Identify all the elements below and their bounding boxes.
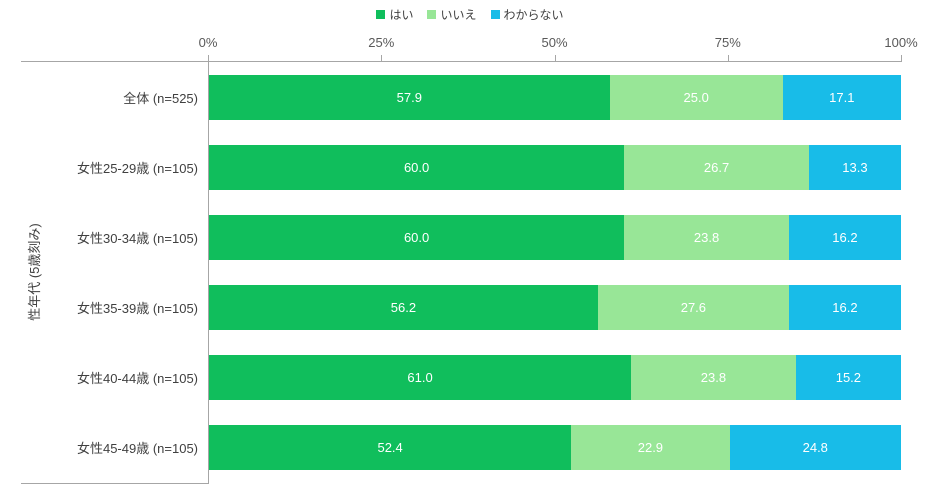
bar-value-label: 60.0 <box>403 159 430 175</box>
bar-value-label: 27.6 <box>680 300 707 316</box>
bar-value-label: 56.2 <box>390 300 417 316</box>
bar-value-label: 17.1 <box>829 89 855 105</box>
bar-value-label: 52.4 <box>377 440 403 456</box>
bar-segment-はい: 61.0 <box>209 355 632 401</box>
category-label: 女性40-44歳 (n=105) <box>76 371 198 387</box>
x-tick-label: 75% <box>714 35 741 50</box>
bar-row: 61.0 23.8 15.2 <box>209 355 901 401</box>
bar-segment-いいえ: 25.0 <box>609 74 783 120</box>
x-tick-label: 25% <box>368 35 395 50</box>
x-tick-mark <box>727 55 729 61</box>
legend-item: わからない <box>490 6 564 23</box>
bar-segment-はい: 56.2 <box>209 285 598 331</box>
bar-segment-いいえ: 23.8 <box>631 355 796 401</box>
bar-segment-わからない: 17.1 <box>782 74 901 120</box>
bar-row: 56.2 27.6 16.2 <box>209 285 901 331</box>
y-axis-line <box>208 61 209 484</box>
bar-segment-はい: 57.9 <box>209 74 610 120</box>
bar-value-label: 15.2 <box>835 370 862 386</box>
legend-label: はい <box>389 8 414 22</box>
plot-area: 57.9 25.0 17.1 60.0 26.7 13.3 60.0 23.8 16.2 56.2… <box>209 62 901 483</box>
x-axis-line <box>21 61 902 62</box>
x-tick-label: 0% <box>198 35 218 50</box>
bar-segment-いいえ: 22.9 <box>571 425 730 471</box>
x-tick-label: 50% <box>541 35 568 50</box>
legend-item: はい <box>376 6 413 23</box>
x-tick-mark <box>381 55 383 61</box>
bar-segment-はい: 52.4 <box>209 425 572 471</box>
category-label: 女性30-34歳 (n=105) <box>76 230 198 246</box>
bar-row: 60.0 23.8 16.2 <box>209 214 901 260</box>
x-tick-mark <box>208 55 209 61</box>
bar-value-label: 16.2 <box>832 300 858 316</box>
bar-segment-いいえ: 27.6 <box>597 285 789 331</box>
x-axis-tick-marks <box>208 55 902 61</box>
bar-value-label: 60.0 <box>403 229 430 245</box>
bar-segment-わからない: 13.3 <box>808 144 901 190</box>
legend-item: いいえ <box>427 6 477 23</box>
bar-segment-はい: 60.0 <box>209 144 625 190</box>
bar-value-label: 57.9 <box>396 89 422 105</box>
bar-value-label: 23.8 <box>693 229 720 245</box>
bar-value-label: 24.8 <box>802 440 828 456</box>
legend-color-swatch <box>490 10 500 19</box>
bar-segment-はい: 60.0 <box>209 214 625 260</box>
bar-row: 57.9 25.0 17.1 <box>209 74 901 120</box>
bar-segment-わからない: 24.8 <box>729 425 901 471</box>
bar-segment-わからない: 16.2 <box>788 285 901 331</box>
x-axis-tick-labels: 0% 25% 50% 75% 100% <box>199 35 918 51</box>
bar-row: 60.0 26.7 13.3 <box>209 144 901 190</box>
x-tick-label: 100% <box>884 35 918 50</box>
bar-segment-いいえ: 23.8 <box>624 214 789 260</box>
category-label: 女性35-39歳 (n=105) <box>76 301 198 317</box>
category-axis-bottom-line <box>21 483 209 484</box>
x-tick-mark <box>554 55 556 61</box>
legend-color-swatch <box>427 10 437 19</box>
bar-value-label: 22.9 <box>637 440 664 456</box>
bar-value-label: 13.3 <box>842 159 868 175</box>
legend-label: いいえ <box>440 8 477 22</box>
bar-segment-わからない: 15.2 <box>795 355 901 401</box>
bar-value-label: 61.0 <box>407 370 433 386</box>
chart-legend: はい いいえ わからない <box>0 6 940 23</box>
category-label: 女性25-29歳 (n=105) <box>76 160 198 176</box>
bar-value-label: 26.7 <box>703 159 730 175</box>
category-label: 全体 (n=525) <box>123 90 198 106</box>
bar-value-label: 16.2 <box>832 229 858 245</box>
category-label: 女性45-49歳 (n=105) <box>76 441 198 457</box>
bar-row: 52.4 22.9 24.8 <box>209 425 901 471</box>
category-labels: 全体 (n=525) 女性25-29歳 (n=105) 女性30-34歳 (n=10… <box>0 62 198 483</box>
bar-value-label: 23.8 <box>700 370 727 386</box>
bar-segment-いいえ: 26.7 <box>624 144 809 190</box>
bar-value-label: 25.0 <box>683 89 709 105</box>
bar-segment-わからない: 16.2 <box>788 214 901 260</box>
legend-label: わからない <box>503 8 564 22</box>
legend-color-swatch <box>376 10 386 19</box>
x-tick-mark <box>901 55 902 61</box>
